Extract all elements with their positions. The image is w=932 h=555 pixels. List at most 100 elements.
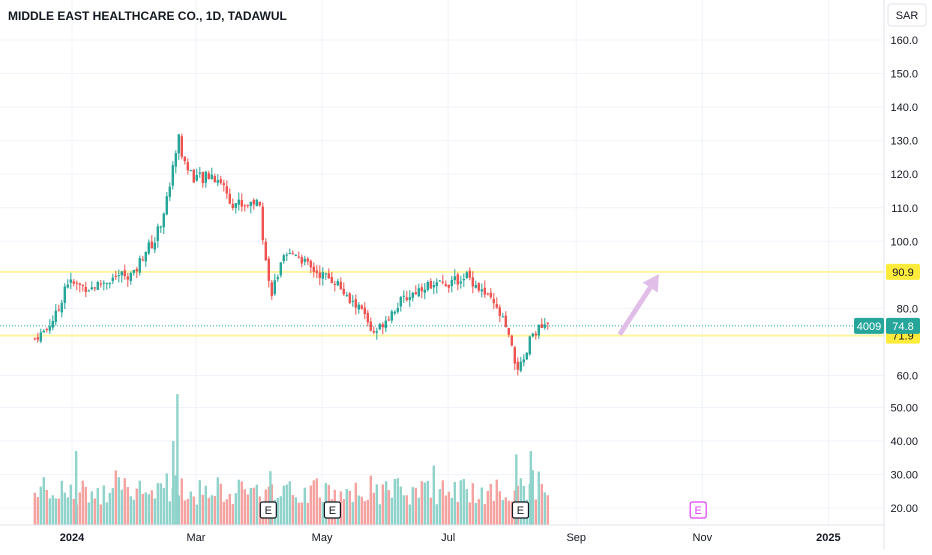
- earnings-marker-frame[interactable]: [323, 501, 341, 519]
- volume-bar: [96, 487, 99, 525]
- volume-bar: [294, 497, 297, 525]
- candle-body: [138, 258, 141, 273]
- candle-body: [183, 156, 186, 162]
- volume-bar: [396, 478, 399, 525]
- candle-body: [537, 325, 540, 336]
- candle: [534, 330, 537, 340]
- candle-body: [228, 193, 231, 204]
- candle: [483, 280, 486, 298]
- earnings-marker-label[interactable]: E: [695, 505, 702, 517]
- volume-bar: [345, 489, 348, 525]
- candle-body: [321, 272, 324, 279]
- candle-body: [444, 284, 447, 287]
- currency-button[interactable]: SAR: [896, 10, 919, 22]
- earnings-marker[interactable]: E: [511, 501, 530, 519]
- candle-body: [489, 292, 492, 298]
- candle-body: [276, 277, 279, 280]
- candle: [138, 255, 141, 276]
- candle-body: [207, 173, 210, 180]
- candle: [348, 292, 351, 305]
- candle-body: [345, 295, 348, 297]
- candle-body: [453, 276, 456, 281]
- candle: [96, 280, 99, 291]
- volume-bar: [492, 501, 495, 525]
- volume-bar: [172, 441, 175, 525]
- volume-bar: [282, 485, 285, 525]
- time-tick-label: Nov: [693, 532, 713, 544]
- candle: [366, 309, 369, 327]
- time-tick-label: 2025: [816, 532, 840, 544]
- candle-body: [324, 273, 327, 275]
- candle: [378, 322, 381, 331]
- candle: [33, 337, 36, 341]
- volume-bar: [255, 484, 258, 525]
- volume-bar: [269, 471, 272, 525]
- volume-bar: [459, 480, 462, 525]
- volume-bar: [252, 487, 255, 525]
- candle: [126, 273, 129, 287]
- volume-tick-label: 40.00: [890, 436, 918, 448]
- candle-body: [282, 255, 285, 262]
- candle-body: [195, 175, 198, 181]
- earnings-marker-frame[interactable]: [259, 501, 277, 519]
- candle-body: [51, 320, 54, 328]
- volume-bar: [432, 465, 435, 525]
- candle: [507, 327, 510, 338]
- candle-body: [165, 196, 168, 215]
- candle: [522, 354, 525, 367]
- volume-bar: [531, 470, 534, 525]
- volume-bar: [42, 477, 45, 525]
- volume-bar: [213, 495, 216, 525]
- candle: [111, 273, 114, 285]
- candle-body: [420, 287, 423, 292]
- earnings-marker-label[interactable]: E: [329, 505, 336, 517]
- candle: [342, 282, 345, 296]
- arrow-head[interactable]: [642, 274, 659, 293]
- candle: [195, 168, 198, 182]
- symbol-badge-label: 4009: [857, 321, 881, 333]
- candle-body: [285, 254, 288, 256]
- earnings-marker[interactable]: E: [323, 501, 341, 519]
- candle: [123, 264, 126, 280]
- candle: [414, 285, 417, 295]
- candle: [81, 284, 84, 292]
- currency-button-frame[interactable]: [887, 3, 927, 27]
- volume-bar: [243, 489, 246, 525]
- candle-body: [342, 288, 345, 295]
- candle-body: [114, 275, 117, 277]
- earnings-marker[interactable]: E: [259, 501, 277, 519]
- candle: [252, 198, 255, 210]
- volume-bar: [276, 497, 279, 525]
- earnings-marker-upcoming[interactable]: E: [689, 501, 707, 519]
- price-tick-label: 140.0: [890, 102, 918, 114]
- earnings-marker-frame[interactable]: [689, 501, 707, 519]
- candle-body: [333, 283, 336, 285]
- candle-body: [81, 285, 84, 287]
- candle-body: [84, 286, 87, 292]
- earnings-marker-frame[interactable]: [511, 501, 530, 519]
- time-tick-label: May: [312, 532, 333, 544]
- candle-body: [162, 213, 165, 228]
- volume-bar: [48, 498, 51, 525]
- earnings-marker-label[interactable]: E: [517, 505, 524, 517]
- candle-body: [429, 280, 432, 289]
- candle: [492, 293, 495, 309]
- projection-arrow[interactable]: [617, 274, 659, 336]
- volume-bar: [240, 481, 243, 525]
- candle: [105, 282, 108, 290]
- candle-body: [222, 183, 225, 186]
- earnings-marker-label[interactable]: E: [265, 505, 272, 517]
- candle-body: [111, 277, 114, 281]
- candle-body: [417, 288, 420, 297]
- candle: [531, 332, 534, 338]
- arrow-shaft[interactable]: [617, 286, 653, 336]
- price-axis[interactable]: 160.0 150.0 140.0 130.0 120.0 110.0 100.0 80.0 6…: [890, 35, 918, 515]
- candle: [477, 282, 480, 293]
- level-badge-label: 90.9: [892, 267, 913, 279]
- price-tick-label: 120.0: [890, 169, 918, 181]
- candle-body: [405, 297, 408, 301]
